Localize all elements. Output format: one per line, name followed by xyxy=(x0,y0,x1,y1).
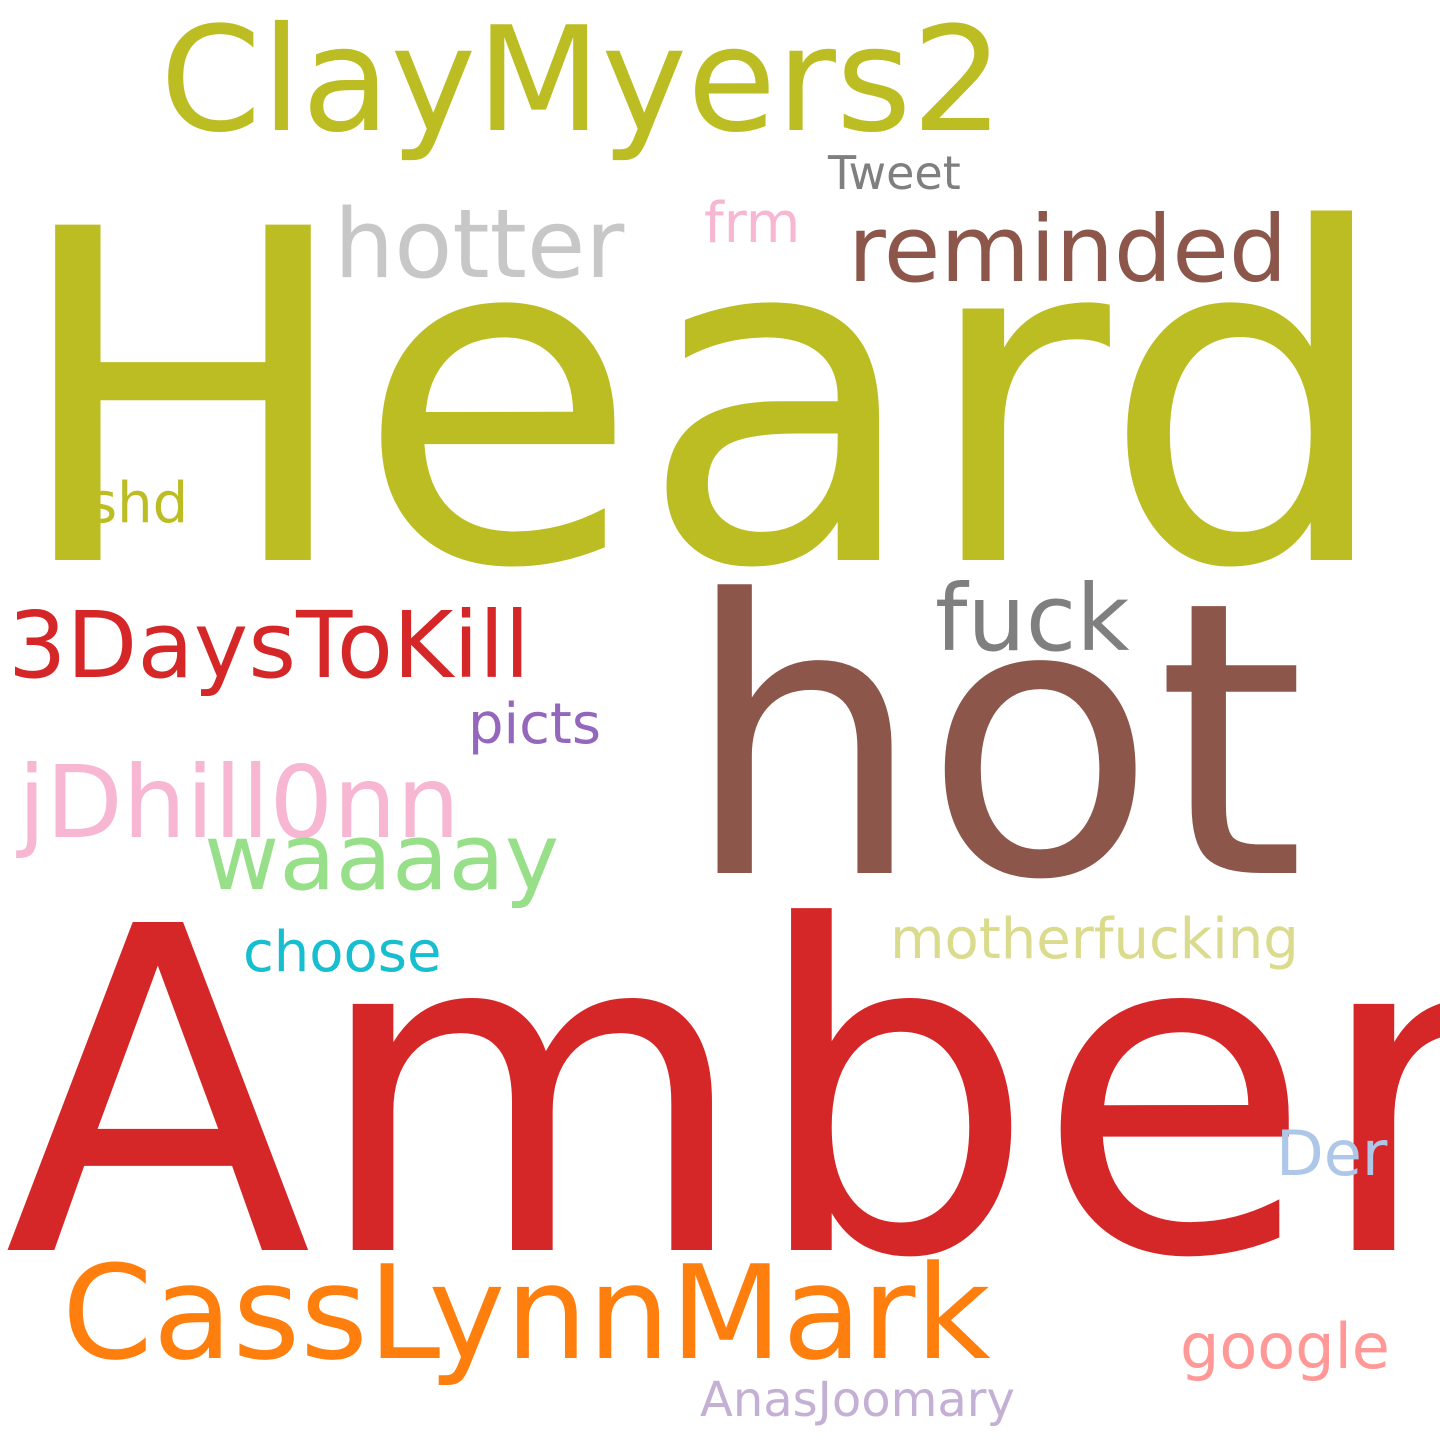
word-hot: hot xyxy=(683,520,1306,963)
word-jdhill0nn: jDhill0nn xyxy=(18,744,460,861)
word-reminded: reminded xyxy=(848,196,1288,303)
word-shd: shd xyxy=(88,471,189,536)
word-fuck: fuck xyxy=(935,565,1130,672)
word-hotter: hotter xyxy=(334,190,625,300)
word-claymyers2: ClayMyers2 xyxy=(160,0,1004,165)
word-waaaay: waaaay xyxy=(204,804,560,911)
word-3daystokill: 3DaysToKill xyxy=(8,592,530,699)
word-tweet: Tweet xyxy=(828,146,961,200)
word-motherfucking: motherfucking xyxy=(890,907,1299,972)
word-der: Der xyxy=(1276,1117,1388,1190)
word-choose: choose xyxy=(243,920,442,985)
word-picts: picts xyxy=(468,692,602,757)
word-casslynnmark: CassLynnMark xyxy=(62,1237,991,1389)
word-frm: frm xyxy=(704,191,801,256)
word-heard: Heard xyxy=(10,134,1394,669)
word-amber: Amber xyxy=(4,833,1440,1357)
word-anasjoomary: AnasJoomary xyxy=(700,1372,1015,1428)
word-google: google xyxy=(1180,1310,1390,1383)
